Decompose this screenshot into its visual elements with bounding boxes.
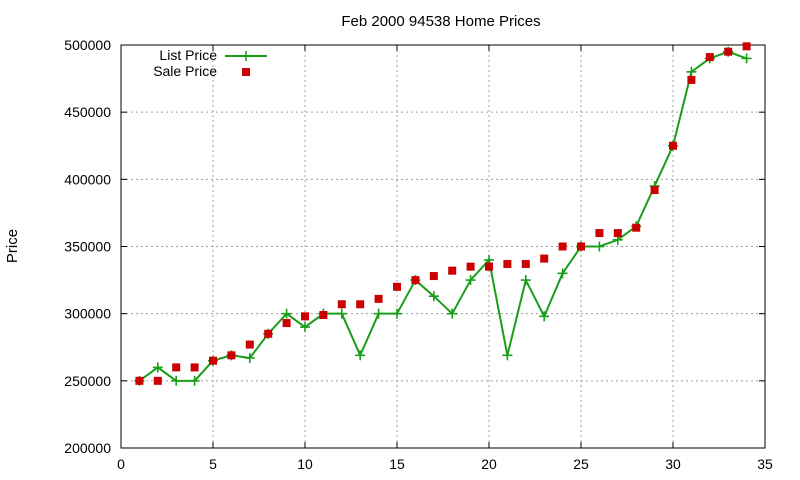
sale-price-point [374, 294, 383, 303]
y-tick-label: 350000 [64, 239, 111, 255]
sale-price-point [135, 376, 144, 385]
sale-price-point [540, 254, 549, 263]
list-price-point [539, 311, 550, 322]
y-tick-label: 200000 [64, 440, 111, 456]
sale-price-point [337, 300, 346, 309]
list-price-point [171, 375, 182, 386]
y-tick-label: 500000 [64, 37, 111, 53]
sale-price-point [521, 259, 530, 268]
sale-price-point [319, 311, 328, 320]
sale-price-point [429, 272, 438, 281]
list-price-point [281, 308, 292, 319]
sale-price-point [245, 340, 254, 349]
list-price-point [447, 308, 458, 319]
sale-price-point [448, 266, 457, 275]
list-price-point [244, 352, 255, 363]
sale-price-point [742, 42, 751, 51]
grid [121, 45, 765, 448]
series-layer [134, 42, 752, 386]
chart-title: Feb 2000 94538 Home Prices [341, 13, 540, 30]
list-price-point [392, 308, 402, 319]
list-price-point [741, 53, 752, 64]
sale-price-point [153, 376, 162, 385]
x-tick-label: 15 [389, 456, 405, 472]
sale-price-point [687, 75, 696, 84]
y-tick-label: 450000 [64, 104, 111, 120]
sale-price-point [705, 53, 714, 62]
sale-price-point [669, 141, 677, 150]
x-tick-label: 35 [757, 456, 773, 472]
sale-price-point [282, 319, 291, 328]
sale-price-point [411, 276, 420, 285]
x-tick-label: 25 [573, 456, 589, 472]
sale-price-point [190, 363, 199, 372]
sale-price-point [301, 312, 309, 321]
list-price-point [557, 268, 568, 279]
x-tick-label: 5 [209, 456, 217, 472]
list-price-point [686, 66, 697, 77]
list-price-point [594, 241, 605, 252]
sale-price-point [264, 329, 273, 338]
list-price-point [520, 275, 531, 286]
sale-price-point [558, 242, 567, 251]
legend-marker-sale-price [242, 68, 250, 76]
list-price-point [373, 308, 384, 319]
sale-price-point [650, 186, 659, 195]
y-tick-label: 300000 [64, 306, 111, 322]
axes: 0 5 10 15 20 25 30 35 200000 250000 300000 350000 40… [64, 37, 773, 472]
sale-price-point [503, 259, 512, 268]
sale-price-point [613, 229, 622, 238]
sale-price-point [172, 363, 181, 372]
x-tick-label: 0 [117, 456, 125, 472]
sale-price-point [632, 223, 641, 232]
sale-price-point [466, 262, 475, 271]
list-price-point [152, 362, 163, 373]
legend-label-list-price: List Price [159, 47, 217, 63]
y-axis-label: Price [4, 229, 21, 263]
list-price-line [138, 50, 747, 382]
list-price-point [336, 308, 347, 319]
list-price-point [189, 375, 200, 386]
x-tick-label: 10 [297, 456, 313, 472]
sale-price-point [724, 47, 733, 56]
sale-price-point [209, 356, 217, 365]
list-price-point [355, 350, 366, 361]
sale-price-point [227, 351, 236, 360]
sale-price-point [577, 242, 585, 251]
x-tick-label: 30 [665, 456, 681, 472]
list-price-point [502, 350, 513, 361]
sale-price-point [393, 282, 401, 291]
x-tick-label: 20 [481, 456, 497, 472]
y-tick-label: 400000 [64, 171, 111, 187]
plot-frame [120, 44, 766, 449]
y-tick-label: 250000 [64, 373, 111, 389]
sale-price-point [485, 262, 493, 271]
list-price-point [428, 291, 439, 302]
list-price-point [465, 275, 476, 286]
legend-label-sale-price: Sale Price [153, 63, 217, 79]
list-price-point [300, 322, 310, 333]
sale-price-point [595, 229, 604, 238]
legend-marker-list-price [241, 51, 251, 61]
sale-price-point [356, 300, 365, 309]
